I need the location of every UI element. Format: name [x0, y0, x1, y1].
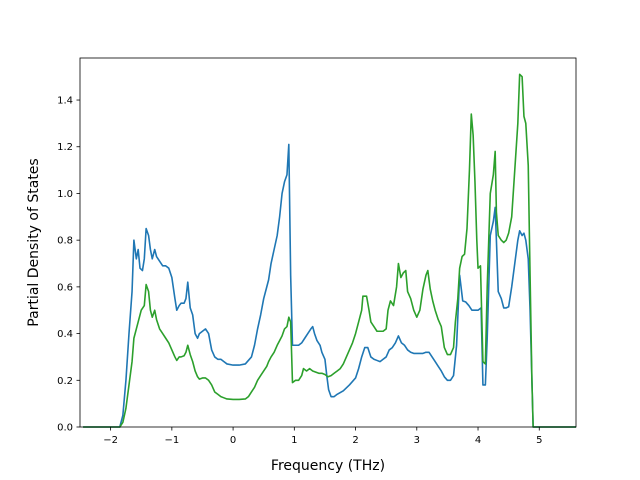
- axes-frame: [79, 57, 577, 428]
- y-axis-ticks: 0.0 0.2 0.4 0.6 0.8 1.0 1.2 1.4: [57, 96, 80, 434]
- y-axis-label: Partial Density of States: [26, 158, 42, 326]
- x-tick-label: 5: [536, 435, 542, 446]
- x-axis-ticks: −2 −1 0 1 2 3 4 5: [103, 427, 542, 446]
- series-line-2: [83, 73, 576, 428]
- series-layer: [83, 73, 576, 428]
- x-tick-label: −2: [103, 435, 118, 446]
- y-tick-label: 0.0: [57, 423, 73, 434]
- y-tick-label: 1.0: [57, 189, 73, 200]
- x-tick-label: 0: [230, 435, 236, 446]
- series-line-1: [83, 143, 576, 428]
- x-axis-label: Frequency (THz): [271, 458, 385, 474]
- x-tick-label: 3: [414, 435, 420, 446]
- y-tick-label: 1.4: [57, 96, 73, 107]
- x-tick-label: 1: [291, 435, 297, 446]
- x-tick-label: 4: [475, 435, 481, 446]
- x-tick-label: 2: [352, 435, 358, 446]
- y-tick-label: 0.2: [57, 376, 73, 387]
- y-tick-label: 1.2: [57, 142, 73, 153]
- y-tick-label: 0.4: [57, 329, 73, 340]
- y-tick-label: 0.8: [57, 236, 73, 247]
- plot-area: [79, 57, 577, 428]
- x-tick-label: −1: [164, 435, 179, 446]
- y-tick-label: 0.6: [57, 282, 73, 293]
